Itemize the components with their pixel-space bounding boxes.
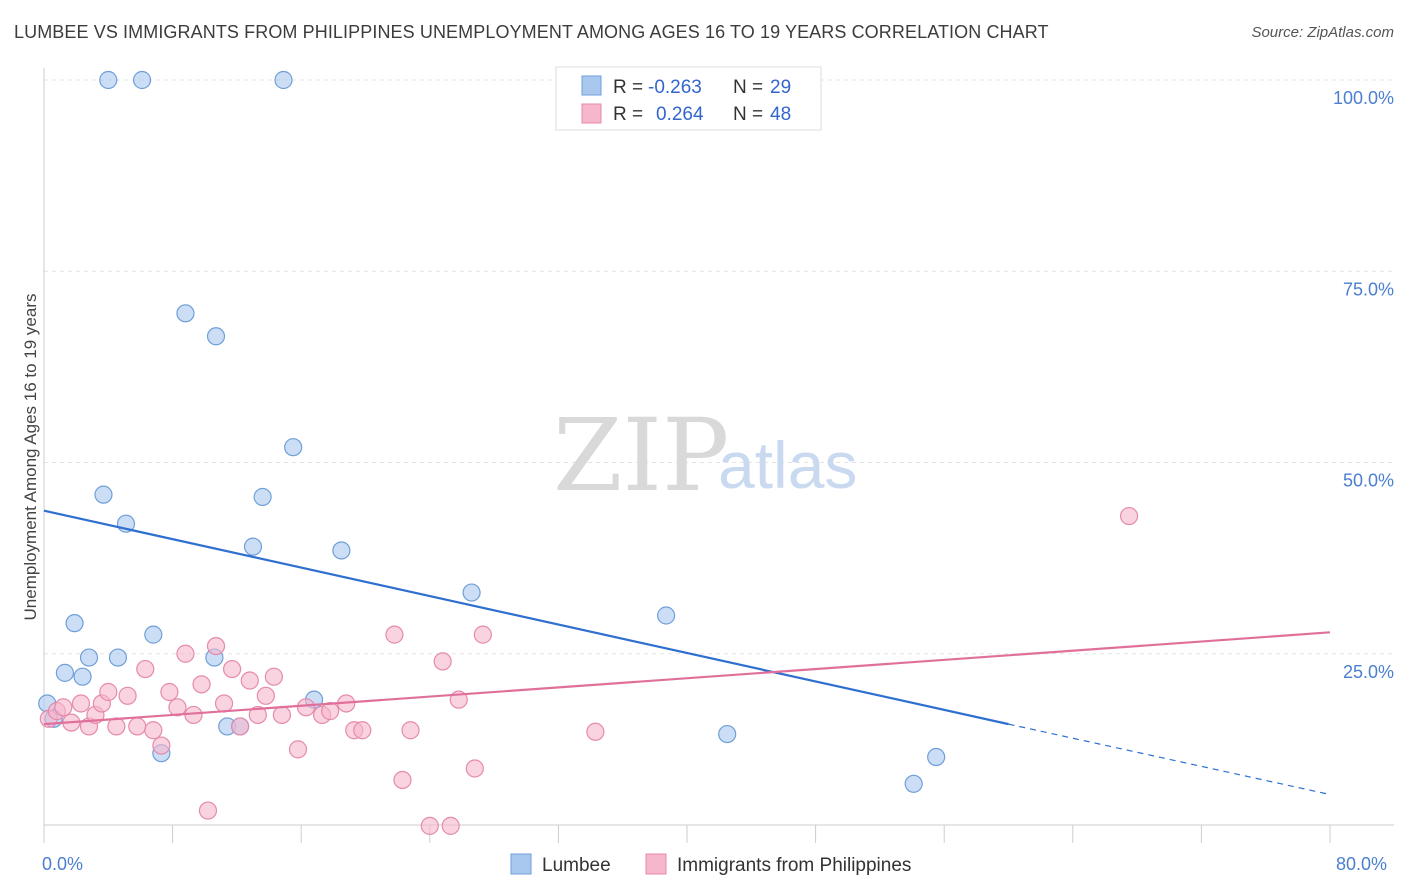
philippines-point-15	[160, 682, 179, 702]
x-tick-label-max: 80.0%	[1336, 854, 1387, 874]
philippines-point-47	[1119, 506, 1139, 526]
philippines-point-28	[264, 667, 283, 686]
philippines-point-2	[54, 698, 73, 717]
y-tick-label-100: 100.0%	[1333, 88, 1394, 108]
x-tick-label-min: 0.0%	[42, 854, 83, 874]
philippines-point-41	[433, 652, 452, 671]
philippines-point-26	[248, 705, 267, 725]
lumbee-point-10	[132, 70, 152, 90]
lumbee-point-15	[206, 327, 226, 346]
y-tick-label-75: 75.0%	[1343, 279, 1394, 299]
philippines-trend-line	[43, 631, 1331, 726]
lumbee-point-21	[284, 438, 303, 457]
y-tick-labels: 25.0% 50.0% 75.0% 100.0%	[1333, 88, 1394, 682]
lumbee-point-11	[144, 625, 163, 644]
lumbee-point-19	[253, 487, 272, 507]
philippines-point-20	[198, 801, 218, 820]
philippines-point-40	[420, 816, 439, 835]
stats-r-value-lumbee: -0.263	[648, 77, 702, 98]
philippines-point-36	[353, 721, 372, 740]
y-tick-label-50: 50.0%	[1343, 471, 1394, 491]
legend-label-lumbee: Lumbee	[542, 855, 611, 876]
stats-r-value-philippines: 0.264	[656, 104, 704, 125]
trend-lines	[43, 509, 1331, 796]
legend-swatch-lumbee	[510, 853, 532, 875]
series-legend: Lumbee Immigrants from Philippines	[510, 853, 911, 876]
philippines-point-4	[71, 694, 91, 713]
y-tick-label-25: 25.0%	[1343, 662, 1394, 682]
philippines-point-42	[441, 816, 460, 835]
lumbee-point-20	[274, 70, 293, 90]
philippines-point-13	[144, 721, 163, 740]
source-label: Source: ZipAtlas.com	[1251, 24, 1394, 41]
lumbee-point-23	[332, 541, 351, 560]
philippines-point-39	[401, 721, 420, 740]
lumbee-point-28	[927, 747, 946, 767]
lumbee-point-7	[99, 70, 118, 90]
philippines-point-31	[296, 698, 316, 717]
philippines-point-23	[222, 659, 242, 679]
lumbee-point-3	[65, 614, 84, 633]
philippines-point-17	[176, 644, 195, 663]
legend-label-philippines: Immigrants from Philippines	[677, 855, 911, 876]
philippines-point-38	[393, 770, 412, 790]
lumbee-point-25	[657, 606, 676, 625]
philippines-point-14	[152, 736, 171, 755]
philippines-point-44	[465, 759, 484, 778]
stats-legend: R = -0.263 N = 29 R = 0.264 N = 48	[555, 66, 822, 131]
gridlines	[44, 79, 1394, 655]
stats-n-value-lumbee: 29	[770, 77, 791, 98]
lumbee-point-26	[718, 724, 737, 744]
chart-title: LUMBEE VS IMMIGRANTS FROM PHILIPPINES UN…	[14, 22, 1049, 42]
philippines-point-21	[206, 636, 226, 656]
philippines-point-29	[272, 705, 292, 725]
data-points	[38, 70, 1139, 835]
lumbee-point-6	[94, 485, 113, 504]
lumbee-point-24	[462, 583, 481, 602]
y-axis-title: Unemployment Among Ages 16 to 19 years	[21, 294, 40, 621]
philippines-point-46	[586, 722, 605, 741]
philippines-point-37	[385, 625, 404, 644]
legend-swatch-philippines	[645, 853, 667, 875]
lumbee-point-2	[55, 663, 74, 682]
stats-swatch-lumbee	[581, 75, 602, 96]
lumbee-point-18	[243, 537, 263, 556]
lumbee-point-4	[73, 667, 92, 686]
lumbee-point-13	[176, 304, 195, 323]
philippines-point-19	[192, 675, 211, 694]
philippines-point-45	[473, 625, 492, 644]
lumbee-point-27	[904, 774, 923, 793]
philippines-point-11	[128, 717, 147, 736]
watermark-zip: ZIP	[553, 397, 729, 514]
philippines-point-25	[240, 671, 259, 690]
lumbee-point-5	[79, 648, 99, 667]
watermark-atlas: atlas	[718, 428, 857, 502]
stats-r-label-lumbee: R =	[613, 77, 643, 98]
stats-n-value-philippines: 48	[770, 104, 791, 125]
stats-swatch-philippines	[581, 103, 602, 124]
philippines-point-27	[256, 686, 275, 705]
philippines-point-10	[118, 686, 137, 705]
stats-n-label-lumbee: N =	[733, 77, 763, 98]
x-axis-ticks	[43, 825, 1331, 843]
philippines-point-22	[214, 694, 234, 713]
stats-r-label-philippines: R =	[613, 104, 643, 125]
philippines-point-8	[99, 682, 118, 702]
stats-n-label-philippines: N =	[733, 104, 763, 125]
philippines-point-16	[168, 698, 187, 717]
lumbee-point-8	[108, 648, 128, 667]
philippines-point-24	[231, 717, 250, 736]
philippines-point-12	[136, 659, 155, 679]
lumbee-trend-extension	[1008, 723, 1331, 796]
lumbee-trend-line	[43, 509, 1009, 726]
philippines-point-30	[288, 740, 308, 759]
